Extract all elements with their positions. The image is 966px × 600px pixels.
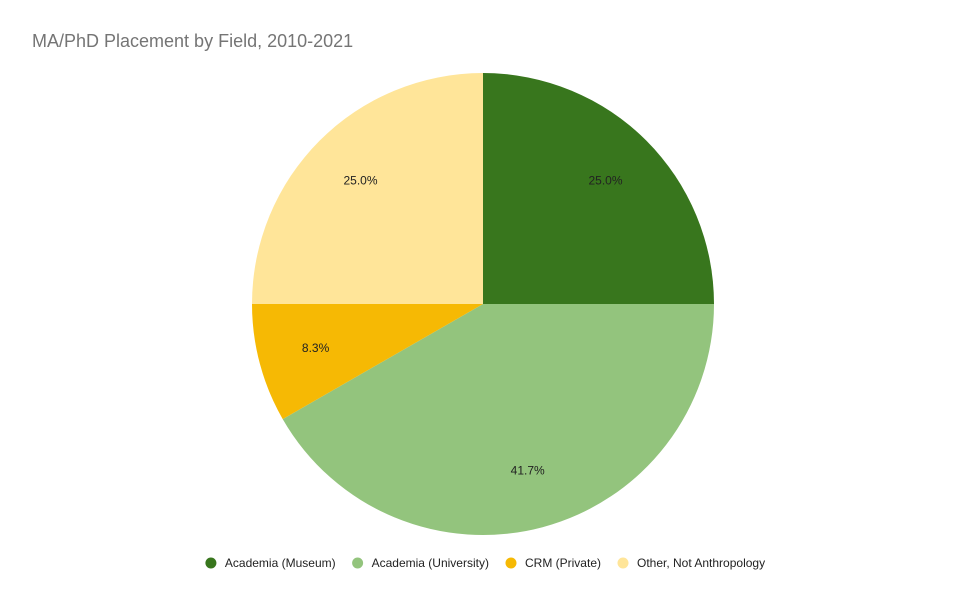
legend-label: Academia (University) [372,556,489,570]
legend-marker [205,557,217,569]
pie-slice [252,73,483,304]
pie-slice [483,73,714,304]
chart-title: MA/PhD Placement by Field, 2010-2021 [32,31,353,51]
slice-label: 25.0% [343,174,377,188]
slice-label: 41.7% [511,464,545,478]
legend: Academia (Museum) Academia (University) CR… [205,556,765,570]
legend-marker [617,557,629,569]
legend-item: CRM (Private) [505,556,601,570]
legend-label: CRM (Private) [525,556,601,570]
slice-label: 25.0% [588,174,622,188]
pie: 25.0% 41.7% 8.3% 25.0% [252,73,714,535]
legend-item: Other, Not Anthropology [617,556,765,570]
legend-marker [505,557,517,569]
legend-label: Other, Not Anthropology [637,556,765,570]
pie-slice [252,304,483,420]
legend-label: Academia (Museum) [225,556,336,570]
legend-marker [352,557,364,569]
legend-item: Academia (Museum) [205,556,336,570]
legend-item: Academia (University) [352,556,489,570]
slice-label: 8.3% [302,341,330,355]
pie-slice [282,304,714,535]
